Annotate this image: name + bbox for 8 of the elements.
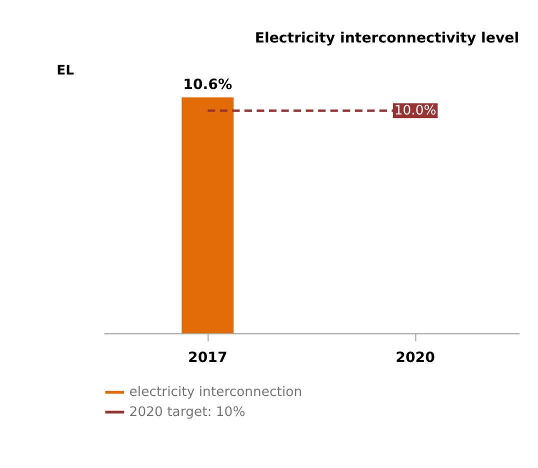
legend-label: 2020 target: 10% xyxy=(129,404,246,420)
data-label: 10.0% xyxy=(394,103,436,118)
x-tick-label: 2017 xyxy=(188,350,228,366)
text: EL xyxy=(56,64,75,79)
data-label: 10.6% xyxy=(183,76,232,93)
x-tick-label: 2020 xyxy=(396,350,436,366)
chart-title: Electricity interconnectivity level xyxy=(254,30,520,47)
legend-label: electricity interconnection xyxy=(129,385,302,400)
